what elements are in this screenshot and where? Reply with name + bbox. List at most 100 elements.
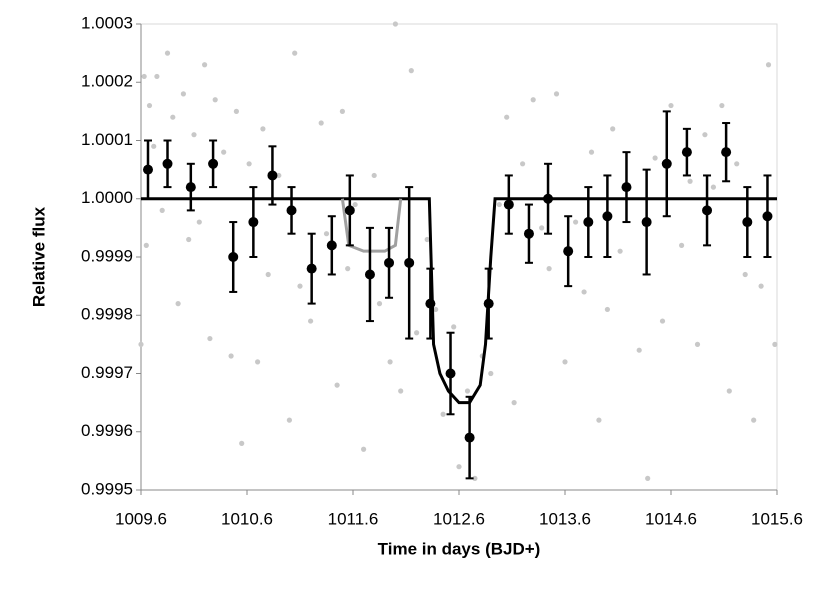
point <box>520 161 526 167</box>
point <box>433 306 439 313</box>
point <box>276 172 282 179</box>
point <box>267 170 278 181</box>
point <box>361 446 367 452</box>
point <box>503 199 514 210</box>
point <box>604 306 611 313</box>
y-tick-label: 0.9997 <box>81 363 133 382</box>
point <box>758 283 764 289</box>
point <box>164 50 171 56</box>
point <box>523 228 534 239</box>
point <box>636 347 642 353</box>
point <box>142 164 153 175</box>
point <box>719 102 725 109</box>
point <box>641 217 652 228</box>
point <box>464 388 471 394</box>
point <box>511 400 517 406</box>
point <box>326 240 337 251</box>
point <box>308 318 314 324</box>
point <box>621 182 632 193</box>
point <box>180 91 186 97</box>
point <box>504 114 510 120</box>
point <box>710 184 717 190</box>
x-axis-title: Time in days (BJD+) <box>378 539 541 558</box>
point <box>553 91 560 97</box>
point <box>668 102 674 109</box>
x-tick-label: 1011.6 <box>328 509 379 528</box>
y-tick-label: 0.9995 <box>81 479 133 498</box>
point <box>440 411 446 417</box>
point <box>207 335 213 342</box>
point <box>488 370 494 377</box>
point <box>384 257 395 268</box>
point <box>323 231 330 237</box>
point <box>414 330 420 336</box>
point <box>588 149 595 155</box>
point <box>239 440 245 446</box>
point <box>265 271 271 278</box>
point <box>652 155 658 161</box>
point <box>445 368 456 379</box>
point <box>345 266 351 272</box>
point <box>151 143 157 149</box>
point <box>175 301 181 307</box>
point <box>617 248 623 254</box>
point <box>762 211 773 222</box>
point <box>208 158 219 169</box>
point <box>530 97 536 103</box>
point <box>185 182 196 193</box>
point <box>138 341 144 347</box>
point <box>318 120 324 126</box>
point <box>610 126 616 132</box>
point <box>221 149 227 155</box>
y-tick-label: 0.9998 <box>81 305 133 324</box>
point <box>202 62 208 68</box>
point <box>246 161 252 167</box>
point <box>694 341 701 347</box>
model-line <box>141 197 777 405</box>
y-tick-label: 1.0000 <box>81 188 133 207</box>
point <box>425 298 436 309</box>
point <box>404 257 415 268</box>
point <box>170 114 176 120</box>
point <box>286 205 297 216</box>
point <box>563 246 574 257</box>
point <box>371 172 377 179</box>
point <box>645 475 651 481</box>
point <box>721 147 732 158</box>
point <box>143 242 149 248</box>
point <box>292 50 298 56</box>
point <box>765 62 772 68</box>
point <box>742 217 753 228</box>
point <box>196 219 202 225</box>
point <box>451 324 457 330</box>
point <box>248 217 259 228</box>
point <box>255 359 261 365</box>
point <box>496 201 502 208</box>
point <box>212 97 218 103</box>
point <box>661 158 672 169</box>
point <box>702 205 713 216</box>
model-line <box>340 198 403 253</box>
point <box>456 464 462 470</box>
point <box>186 236 192 243</box>
point <box>392 21 398 27</box>
x-tick-label: 1015.6 <box>751 509 803 528</box>
point <box>573 219 579 225</box>
point <box>596 417 602 423</box>
point <box>146 102 153 109</box>
point <box>546 266 552 272</box>
x-tick-label: 1010.6 <box>221 509 273 528</box>
y-tick-label: 0.9999 <box>81 246 133 265</box>
point <box>260 126 266 132</box>
y-tick-label: 1.0001 <box>81 130 133 149</box>
point <box>472 475 478 481</box>
x-tick-label: 1013.6 <box>539 509 591 528</box>
point <box>659 318 666 324</box>
point <box>334 382 340 388</box>
point <box>344 205 355 216</box>
y-axis-title: Relative flux <box>29 206 48 307</box>
point <box>398 388 404 394</box>
point <box>364 269 375 280</box>
point <box>562 359 568 365</box>
